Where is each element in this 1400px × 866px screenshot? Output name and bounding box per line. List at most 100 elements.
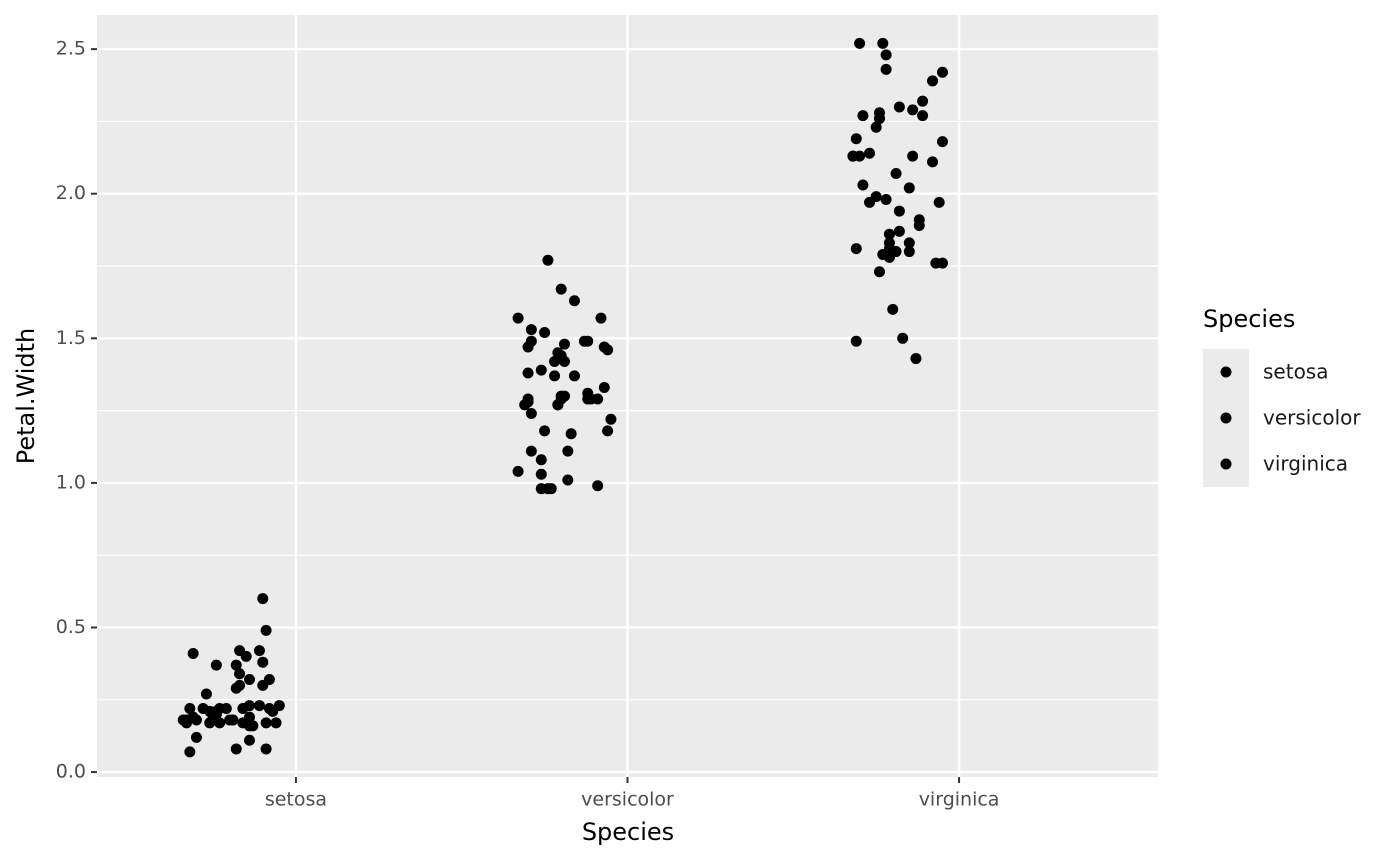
data-point [893, 225, 905, 237]
data-point [240, 650, 252, 662]
data-point [883, 251, 895, 263]
data-point [204, 717, 216, 729]
data-point [847, 150, 859, 162]
data-point [542, 254, 554, 266]
data-point [917, 95, 929, 107]
data-point [184, 746, 196, 758]
data-point [257, 593, 269, 605]
data-point [525, 445, 537, 457]
data-point [870, 121, 882, 133]
data-point [592, 480, 604, 492]
x-tick-label: setosa [265, 789, 327, 811]
data-point [850, 133, 862, 145]
data-point [850, 335, 862, 347]
data-point [562, 445, 574, 457]
data-point [877, 37, 889, 49]
data-point [273, 700, 285, 712]
data-point [602, 425, 614, 437]
data-point [535, 364, 547, 376]
data-point [247, 720, 259, 732]
data-point [244, 711, 256, 723]
data-point [539, 425, 551, 437]
data-point [562, 474, 574, 486]
data-point [257, 679, 269, 691]
data-point [200, 688, 212, 700]
data-point [535, 468, 547, 480]
y-tick-label: 1.0 [56, 471, 86, 493]
data-point [903, 182, 915, 194]
data-point [522, 393, 534, 405]
data-point [545, 483, 557, 495]
data-point [220, 702, 232, 714]
data-point [936, 136, 948, 148]
data-point [907, 104, 919, 116]
data-point [936, 66, 948, 78]
data-point [525, 407, 537, 419]
data-point [907, 150, 919, 162]
data-point [227, 714, 239, 726]
data-point [602, 344, 614, 356]
data-point [260, 743, 272, 755]
data-point [857, 179, 869, 191]
data-point [605, 413, 617, 425]
data-point [230, 743, 242, 755]
data-point [177, 714, 189, 726]
data-point [854, 37, 866, 49]
data-point [210, 659, 222, 671]
data-point [539, 327, 551, 339]
data-point [257, 656, 269, 668]
data-point [910, 353, 922, 365]
legend-label: setosa [1263, 360, 1328, 384]
data-point [857, 110, 869, 122]
data-point [270, 717, 282, 729]
legend-key [1220, 458, 1232, 470]
legend-label: virginica [1263, 452, 1348, 476]
data-point [559, 390, 571, 402]
data-point [234, 668, 246, 680]
data-point [260, 624, 272, 636]
data-point [549, 355, 561, 367]
data-point [585, 393, 597, 405]
data-point [512, 312, 524, 324]
data-point [187, 648, 199, 660]
legend-label: versicolor [1263, 406, 1361, 430]
data-point [893, 205, 905, 217]
data-point [522, 367, 534, 379]
data-point [568, 370, 580, 382]
y-tick-label: 2.5 [56, 38, 86, 60]
data-point [244, 674, 256, 686]
data-point [559, 338, 571, 350]
data-point [595, 312, 607, 324]
y-axis-title: Petal.Width [12, 328, 40, 465]
data-point [244, 700, 256, 712]
data-point [512, 465, 524, 477]
data-point [230, 659, 242, 671]
x-tick-label: versicolor [581, 789, 674, 811]
data-point [880, 63, 892, 75]
x-tick-label: virginica [919, 789, 1000, 811]
data-point [903, 246, 915, 258]
data-point [525, 335, 537, 347]
data-point [210, 708, 222, 720]
data-point [864, 147, 876, 159]
data-point [880, 49, 892, 61]
y-tick-label: 1.5 [56, 327, 86, 349]
data-point [913, 220, 925, 232]
points [177, 37, 948, 758]
data-point [559, 355, 571, 367]
data-point [253, 645, 265, 657]
legend-key [1220, 366, 1232, 378]
data-point [890, 167, 902, 179]
data-point [214, 717, 226, 729]
legend-title: Species [1203, 305, 1295, 333]
y-tick-label: 0.0 [56, 761, 86, 783]
data-point [887, 303, 899, 315]
data-point [260, 717, 272, 729]
data-point [917, 110, 929, 122]
data-point [253, 700, 265, 712]
data-point [936, 257, 948, 269]
data-point [880, 193, 892, 205]
data-point [190, 714, 202, 726]
